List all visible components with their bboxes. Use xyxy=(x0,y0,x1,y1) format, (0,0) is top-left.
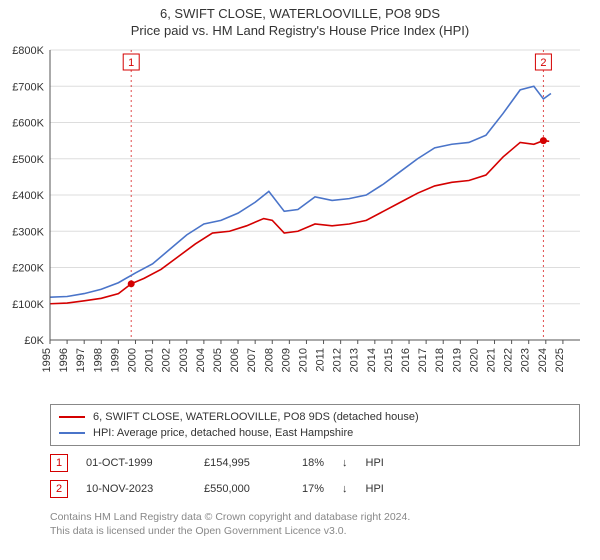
svg-text:2022: 2022 xyxy=(503,348,515,372)
svg-text:1996: 1996 xyxy=(58,348,70,372)
svg-text:1999: 1999 xyxy=(109,348,121,372)
figure: 6, SWIFT CLOSE, WATERLOOVILLE, PO8 9DS P… xyxy=(0,0,600,560)
transaction-price: £154,995 xyxy=(204,457,284,469)
svg-text:£300K: £300K xyxy=(12,226,44,238)
arrow-down-icon: ↓ xyxy=(342,457,348,469)
legend-label: 6, SWIFT CLOSE, WATERLOOVILLE, PO8 9DS (… xyxy=(93,409,419,425)
svg-text:2016: 2016 xyxy=(400,348,412,372)
svg-text:2018: 2018 xyxy=(434,348,446,372)
svg-text:£0K: £0K xyxy=(24,335,44,347)
svg-text:1997: 1997 xyxy=(75,348,87,372)
svg-text:2014: 2014 xyxy=(366,348,378,372)
transaction-marker: 2 xyxy=(50,480,68,498)
svg-text:£100K: £100K xyxy=(12,299,44,311)
svg-text:2012: 2012 xyxy=(332,348,344,372)
transaction-row: 1 01-OCT-1999 £154,995 18% ↓ HPI xyxy=(50,454,384,472)
svg-text:2010: 2010 xyxy=(297,348,309,372)
attribution-line: This data is licensed under the Open Gov… xyxy=(50,524,410,538)
transaction-price: £550,000 xyxy=(204,483,284,495)
legend-label: HPI: Average price, detached house, East… xyxy=(93,425,353,441)
svg-text:1995: 1995 xyxy=(41,348,53,372)
transaction-row: 2 10-NOV-2023 £550,000 17% ↓ HPI xyxy=(50,480,384,498)
attribution-line: Contains HM Land Registry data © Crown c… xyxy=(50,510,410,524)
svg-text:2024: 2024 xyxy=(537,348,549,372)
arrow-down-icon: ↓ xyxy=(342,483,348,495)
svg-text:£500K: £500K xyxy=(12,154,44,166)
svg-text:2003: 2003 xyxy=(178,348,190,372)
svg-text:£700K: £700K xyxy=(12,81,44,93)
svg-text:£800K: £800K xyxy=(12,45,44,57)
legend-swatch xyxy=(59,432,85,434)
svg-text:£400K: £400K xyxy=(12,190,44,202)
svg-text:2005: 2005 xyxy=(212,348,224,372)
svg-text:2: 2 xyxy=(540,57,546,69)
svg-text:1: 1 xyxy=(128,57,134,69)
svg-text:2002: 2002 xyxy=(161,348,173,372)
svg-text:2011: 2011 xyxy=(315,348,327,372)
legend-row: HPI: Average price, detached house, East… xyxy=(59,425,571,441)
transaction-vs: HPI xyxy=(366,457,384,469)
svg-text:2004: 2004 xyxy=(195,348,207,372)
transaction-date: 10-NOV-2023 xyxy=(86,483,186,495)
svg-text:1998: 1998 xyxy=(92,348,104,372)
transaction-date: 01-OCT-1999 xyxy=(86,457,186,469)
transaction-pct: 17% xyxy=(302,483,324,495)
transaction-marker: 1 xyxy=(50,454,68,472)
price-chart: £0K £100K £200K £300K £400K £500K £600K £700K £8… xyxy=(0,0,600,400)
transaction-vs: HPI xyxy=(366,483,384,495)
svg-text:2025: 2025 xyxy=(554,348,566,372)
svg-text:2009: 2009 xyxy=(280,348,292,372)
svg-text:2000: 2000 xyxy=(126,348,138,372)
svg-text:£200K: £200K xyxy=(12,263,44,275)
legend: 6, SWIFT CLOSE, WATERLOOVILLE, PO8 9DS (… xyxy=(50,404,580,446)
attribution: Contains HM Land Registry data © Crown c… xyxy=(50,510,410,538)
transaction-pct: 18% xyxy=(302,457,324,469)
svg-text:2023: 2023 xyxy=(520,348,532,372)
svg-text:2006: 2006 xyxy=(229,348,241,372)
svg-text:2015: 2015 xyxy=(383,348,395,372)
legend-row: 6, SWIFT CLOSE, WATERLOOVILLE, PO8 9DS (… xyxy=(59,409,571,425)
legend-swatch xyxy=(59,416,85,418)
svg-text:2017: 2017 xyxy=(417,348,429,372)
svg-text:2007: 2007 xyxy=(246,348,258,372)
svg-text:2021: 2021 xyxy=(486,348,498,372)
svg-text:2019: 2019 xyxy=(451,348,463,372)
svg-text:2013: 2013 xyxy=(349,348,361,372)
svg-text:£600K: £600K xyxy=(12,118,44,130)
svg-text:2008: 2008 xyxy=(263,348,275,372)
svg-text:2001: 2001 xyxy=(144,348,156,372)
svg-text:2020: 2020 xyxy=(468,348,480,372)
